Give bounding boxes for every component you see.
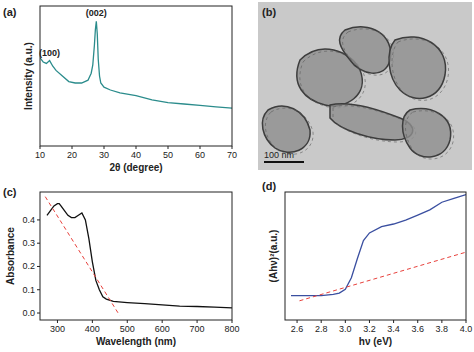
y-tick — [37, 289, 40, 290]
y-axis-label: Absorbance — [5, 227, 16, 285]
panel-label: (c) — [3, 186, 17, 198]
x-tick — [441, 320, 442, 323]
x-tick-label: 3.0 — [339, 324, 352, 334]
panel-label: (a) — [3, 6, 17, 18]
panel-label: (b) — [262, 6, 276, 18]
plot-area — [45, 197, 232, 316]
x-tick-label: 30 — [99, 150, 109, 160]
y-tick-label: 0.0 — [22, 308, 35, 318]
scale-bar — [264, 161, 304, 163]
series-line — [291, 195, 466, 296]
x-tick — [104, 146, 105, 149]
x-tick-label: 70 — [227, 150, 237, 160]
particles — [262, 27, 453, 159]
panel-label: (d) — [262, 180, 276, 192]
x-tick-label: 3.8 — [436, 324, 449, 334]
x-tick — [297, 320, 298, 323]
x-axis-label: hν (eV) — [359, 336, 392, 347]
x-tick — [417, 320, 418, 323]
y-tick-label: 0.4 — [22, 215, 35, 225]
plot-area — [291, 195, 466, 301]
x-tick — [72, 146, 73, 149]
particle-texture — [343, 29, 394, 75]
scale-bar-label: 100 nm — [264, 150, 294, 160]
x-tick-label: 2.8 — [315, 324, 328, 334]
y-tick-label: 0.1 — [22, 285, 35, 295]
y-tick — [37, 266, 40, 267]
x-tick — [466, 320, 467, 323]
peak-label: (100) — [39, 48, 60, 58]
x-tick — [369, 320, 370, 323]
series-line — [45, 197, 119, 316]
particle-texture — [265, 108, 313, 154]
y-tick — [37, 243, 40, 244]
x-tick — [232, 320, 233, 323]
x-tick-label: 3.4 — [387, 324, 400, 334]
x-tick-label: 50 — [163, 150, 173, 160]
x-tick — [393, 320, 394, 323]
x-tick — [92, 320, 93, 323]
tem-image — [258, 2, 472, 170]
x-tick — [168, 146, 169, 149]
x-tick-label: 3.2 — [363, 324, 376, 334]
x-tick — [197, 320, 198, 323]
particle — [403, 109, 451, 157]
x-tick-label: 3.6 — [411, 324, 424, 334]
plot-frame — [40, 6, 232, 146]
peak-label: (002) — [86, 8, 107, 18]
figure: 10 20 30 40 50 60 70 2θ (degree) Intensity (a.u.… — [0, 0, 474, 352]
x-tick — [127, 320, 128, 323]
x-tick — [57, 320, 58, 323]
y-tick-label: 0.2 — [22, 261, 35, 271]
x-tick-label: 400 — [85, 324, 100, 334]
plot-frame — [40, 192, 232, 320]
x-tick-label: 10 — [35, 150, 45, 160]
x-axis-label: 2θ (degree) — [109, 162, 162, 173]
x-tick-label: 600 — [155, 324, 170, 334]
y-tick — [37, 219, 40, 220]
x-tick-label: 60 — [195, 150, 205, 160]
x-tick — [345, 320, 346, 323]
plot-area — [40, 21, 232, 108]
x-tick — [162, 320, 163, 323]
x-tick — [232, 146, 233, 149]
particle-texture — [406, 111, 454, 159]
y-tick-label: 0.3 — [22, 238, 35, 248]
x-tick — [136, 146, 137, 149]
x-tick — [200, 146, 201, 149]
series-line — [47, 204, 232, 308]
x-tick-label: 700 — [190, 324, 205, 334]
x-axis-label: Wavelength (nm) — [96, 336, 176, 347]
x-tick — [321, 320, 322, 323]
particle — [330, 104, 413, 140]
plot-frame — [285, 192, 466, 320]
particle-texture — [392, 39, 449, 101]
x-tick-label: 300 — [50, 324, 65, 334]
x-tick-label: 20 — [67, 150, 77, 160]
x-tick-label: 800 — [224, 324, 239, 334]
series-line — [40, 21, 232, 108]
particle — [389, 37, 446, 99]
x-tick-label: 2.6 — [291, 324, 304, 334]
x-tick-label: 4.0 — [460, 324, 473, 334]
y-axis-label: (Ahν)²(a.u.) — [268, 230, 279, 283]
particle — [340, 27, 391, 73]
y-axis-label: Intensity (a.u.) — [23, 42, 34, 110]
series-line — [299, 252, 466, 301]
x-tick-label: 500 — [120, 324, 135, 334]
x-tick-label: 40 — [131, 150, 141, 160]
particle — [262, 106, 310, 152]
y-tick — [37, 313, 40, 314]
x-tick — [40, 146, 41, 149]
